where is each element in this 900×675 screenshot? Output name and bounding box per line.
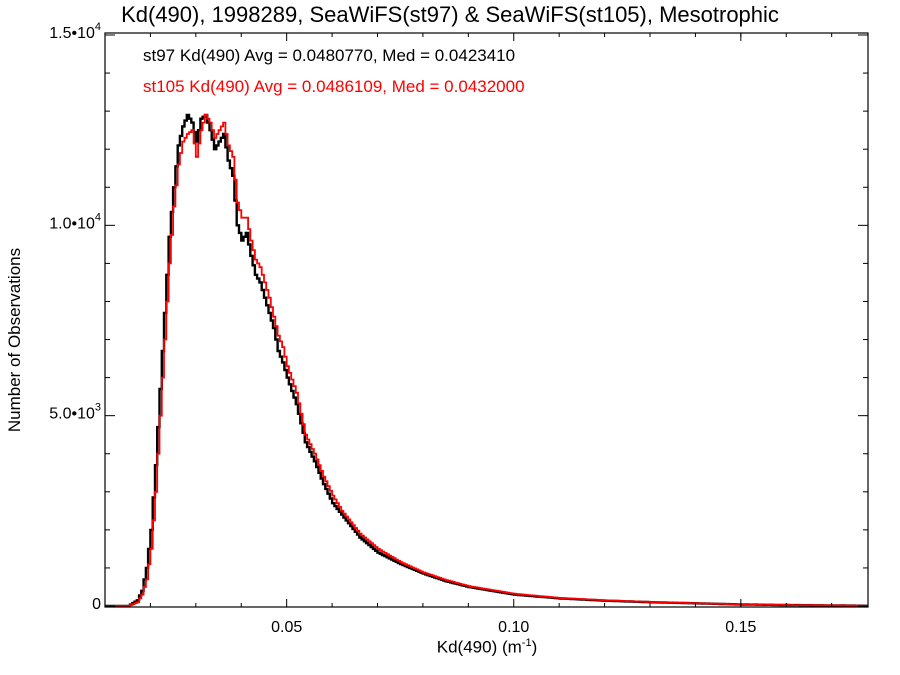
y-tick-label: 5.0•103: [49, 402, 101, 423]
y-tick-label: 1.5•104: [49, 21, 101, 42]
x-tick-label: 0.05: [271, 619, 302, 636]
x-tick-label: 0.15: [725, 619, 756, 636]
chart-title: Kd(490), 1998289, SeaWiFS(st97) & SeaWiF…: [121, 2, 779, 27]
plot-frame: [104, 32, 869, 608]
st97-histogram-line: [105, 113, 868, 608]
x-tick-label: 0.10: [498, 619, 529, 636]
x-axis-label-exponent: -1: [521, 637, 532, 649]
y-tick-label: 0: [92, 596, 101, 613]
y-tick-label: 1.0•104: [49, 211, 101, 232]
y-axis-label: Number of Observations: [5, 247, 24, 433]
x-axis-label-text: Kd(490) (m: [436, 637, 522, 657]
x-axis-label: Kd(490) (m-1): [437, 637, 537, 658]
st97-stats-annotation: st97 Kd(490) Avg = 0.0480770, Med = 0.04…: [143, 46, 516, 65]
x-axis-label-close: ): [531, 637, 538, 657]
st105-histogram-line: [105, 114, 868, 607]
st105-stats-annotation: st105 Kd(490) Avg = 0.0486109, Med = 0.0…: [143, 77, 525, 96]
